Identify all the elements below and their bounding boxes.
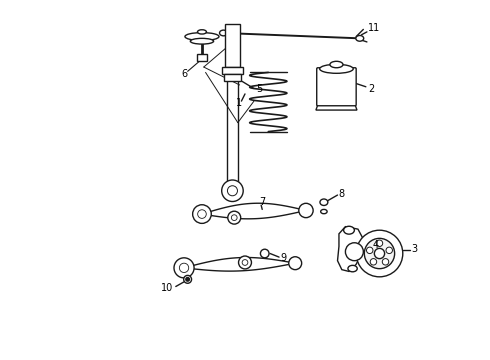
Ellipse shape: [356, 36, 364, 41]
Circle shape: [386, 247, 392, 253]
Circle shape: [186, 278, 190, 281]
Circle shape: [242, 260, 248, 265]
Circle shape: [174, 258, 194, 278]
Text: 7: 7: [259, 197, 266, 207]
Text: 1: 1: [236, 98, 242, 108]
Ellipse shape: [319, 64, 353, 73]
Ellipse shape: [220, 30, 227, 36]
FancyBboxPatch shape: [224, 24, 240, 67]
Circle shape: [289, 257, 302, 270]
Circle shape: [184, 275, 192, 283]
Polygon shape: [338, 226, 364, 271]
FancyBboxPatch shape: [197, 54, 207, 60]
Text: 3: 3: [412, 244, 417, 254]
Circle shape: [179, 263, 189, 273]
Circle shape: [376, 240, 383, 247]
Circle shape: [365, 238, 394, 269]
Polygon shape: [316, 105, 357, 110]
Ellipse shape: [330, 61, 343, 68]
Circle shape: [231, 215, 237, 221]
Text: 8: 8: [339, 189, 345, 199]
Circle shape: [197, 210, 206, 219]
Circle shape: [260, 249, 269, 258]
Circle shape: [221, 180, 243, 202]
Circle shape: [193, 205, 211, 224]
Circle shape: [345, 243, 364, 261]
Circle shape: [370, 258, 377, 265]
Ellipse shape: [197, 30, 206, 34]
Circle shape: [374, 248, 385, 258]
Circle shape: [239, 256, 251, 269]
Text: 9: 9: [280, 253, 287, 263]
FancyBboxPatch shape: [224, 74, 241, 81]
Text: 4: 4: [372, 239, 378, 249]
Ellipse shape: [190, 39, 214, 44]
Ellipse shape: [320, 210, 327, 214]
Text: 2: 2: [368, 84, 374, 94]
Circle shape: [356, 230, 403, 277]
Circle shape: [228, 211, 241, 224]
Ellipse shape: [320, 199, 328, 206]
Circle shape: [227, 186, 238, 196]
FancyBboxPatch shape: [222, 67, 243, 74]
Text: 6: 6: [182, 69, 188, 79]
Ellipse shape: [343, 226, 354, 234]
Text: 11: 11: [368, 23, 380, 33]
Text: 10: 10: [161, 283, 173, 293]
Circle shape: [299, 203, 313, 218]
Circle shape: [367, 247, 373, 253]
Ellipse shape: [185, 33, 219, 41]
Circle shape: [382, 258, 389, 265]
Text: 5: 5: [256, 84, 263, 94]
Ellipse shape: [348, 265, 357, 272]
FancyBboxPatch shape: [317, 68, 356, 106]
